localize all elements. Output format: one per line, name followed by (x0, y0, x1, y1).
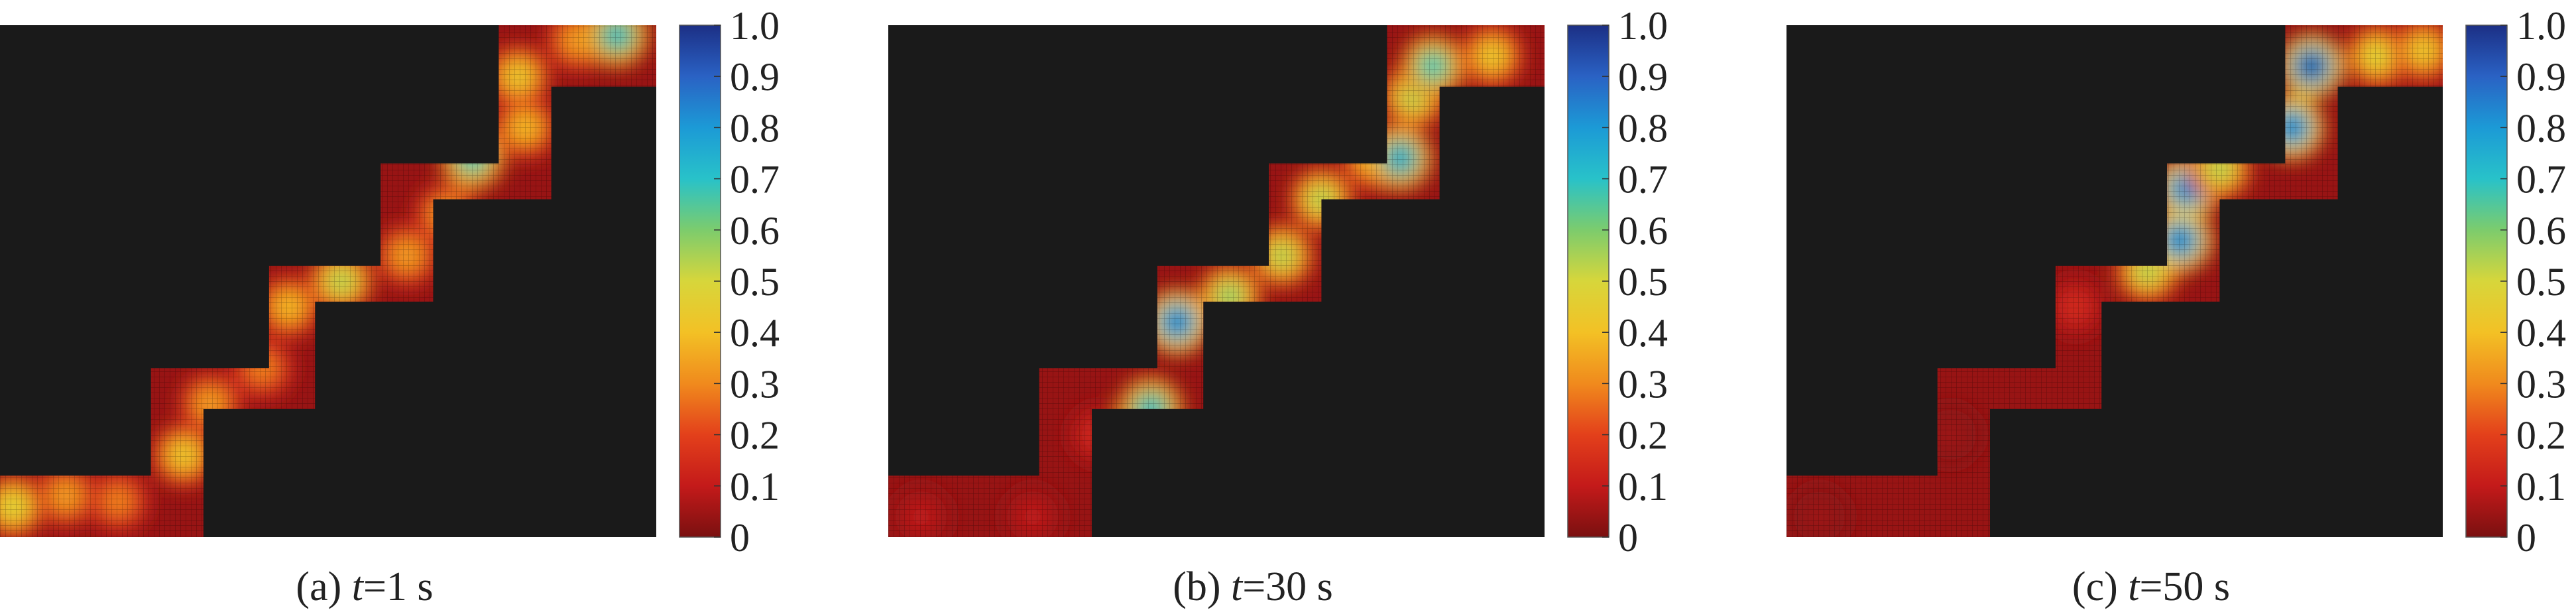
caption-a: (a) t=1 s (133, 564, 597, 611)
colorbar-tick-label: 0.9 (1618, 55, 1668, 99)
colorbar (2465, 25, 2508, 538)
colorbar (1567, 25, 1610, 538)
colorbar-tick-label: 0.3 (730, 362, 780, 406)
caption-var: t (2128, 564, 2140, 609)
colorbar-tick-label: 1.0 (1618, 4, 1668, 48)
caption-var: t (351, 564, 363, 609)
caption-prefix: (a) (296, 564, 352, 609)
caption-prefix: (c) (2072, 564, 2129, 609)
colorbar-tick-label: 0.4 (1618, 311, 1668, 355)
colorbar-tick-label: 0.2 (2516, 414, 2566, 458)
colorbar-tick-label: 0.7 (2516, 158, 2566, 202)
heatmap-panel-a: 1.0 0.9 0.8 0.7 0.6 0.5 0.4 0.3 0.2 0.1 0 (a) t=1 … (0, 0, 822, 616)
colorbar-tick-label: 0 (730, 516, 750, 560)
colorbar-tick-label: 0.3 (2516, 362, 2566, 406)
colorbar-tick-label: 0.6 (2516, 209, 2566, 253)
colorbar-tick-label: 0.1 (1618, 465, 1668, 509)
colorbar-tick-label: 1.0 (2516, 4, 2566, 48)
colorbar-tick-label: 1.0 (730, 4, 780, 48)
colorbar-tick-label: 0.6 (1618, 209, 1668, 253)
colorbar-tick-label: 0.2 (1618, 414, 1668, 458)
heatmap-panel-c: 1.0 0.9 0.8 0.7 0.6 0.5 0.4 0.3 0.2 0.1 0 (c) t=50… (1786, 0, 2576, 616)
colorbar-tick-label: 0.8 (1618, 106, 1668, 150)
colorbar-tick-label: 0.4 (730, 311, 780, 355)
colorbar-tick-label: 0.9 (2516, 55, 2566, 99)
colorbar-tick-label: 0.4 (2516, 311, 2566, 355)
colorbar-tick-label: 0.9 (730, 55, 780, 99)
caption-suffix: =1 s (363, 564, 434, 609)
caption-c: (c) t=50 s (1919, 564, 2383, 611)
caption-b: (b) t=30 s (1021, 564, 1485, 611)
colorbar-tick-label: 0.6 (730, 209, 780, 253)
colorbar-tick-label: 0.1 (2516, 465, 2566, 509)
colorbar-tick-label: 0.5 (2516, 260, 2566, 304)
colorbar-tick-label: 0.5 (1618, 260, 1668, 304)
heatmap-svg-b: 1.0 0.9 0.8 0.7 0.6 0.5 0.4 0.3 0.2 0.1 0 (888, 4, 1668, 560)
colorbar (679, 25, 721, 538)
colorbar-tick-label: 0.8 (730, 106, 780, 150)
colorbar-tick-label: 0.2 (730, 414, 780, 458)
heatmap-svg-a: 1.0 0.9 0.8 0.7 0.6 0.5 0.4 0.3 0.2 0.1 0 (0, 4, 780, 560)
colorbar-tick-label: 0.8 (2516, 106, 2566, 150)
caption-prefix: (b) (1173, 564, 1231, 609)
caption-suffix: =50 s (2139, 564, 2231, 609)
colorbar-tick-label: 0.7 (730, 158, 780, 202)
heatmap-svg-c: 1.0 0.9 0.8 0.7 0.6 0.5 0.4 0.3 0.2 0.1 0 (1786, 4, 2566, 560)
colorbar-tick-label: 0 (1618, 516, 1638, 560)
colorbar-tick-label: 0 (2516, 516, 2536, 560)
caption-var: t (1230, 564, 1243, 609)
colorbar-tick-label: 0.7 (1618, 158, 1668, 202)
colorbar-tick-label: 0.1 (730, 465, 780, 509)
colorbar-tick-label: 0.5 (730, 260, 780, 304)
heatmap-panel-b: 1.0 0.9 0.8 0.7 0.6 0.5 0.4 0.3 0.2 0.1 0 (b) t=30… (888, 0, 1710, 616)
colorbar-tick-label: 0.3 (1618, 362, 1668, 406)
caption-suffix: =30 s (1242, 564, 1333, 609)
